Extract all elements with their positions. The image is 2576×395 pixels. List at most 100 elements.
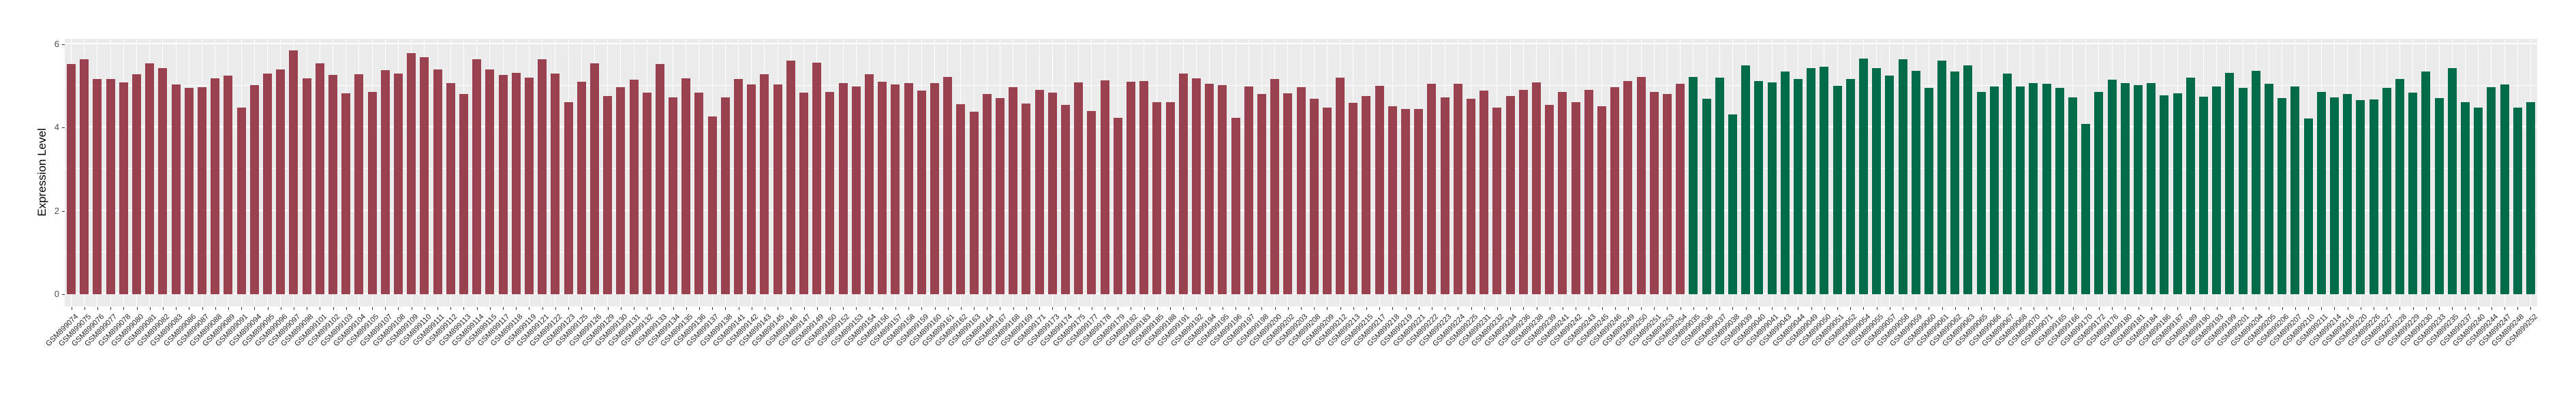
bar-GSM899152 xyxy=(838,83,848,294)
x-tick-mark xyxy=(1772,307,1773,310)
bar-GSM899035 xyxy=(1689,77,1698,294)
bar-GSM899245 xyxy=(1597,106,1606,294)
x-tick-mark xyxy=(503,307,504,310)
bar-GSM899178 xyxy=(1100,80,1109,294)
bar-GSM899240 xyxy=(2474,107,2483,294)
x-tick-mark xyxy=(1340,307,1341,310)
x-tick-mark xyxy=(2046,307,2048,310)
bar-GSM899086 xyxy=(184,88,194,294)
bar-GSM899083 xyxy=(171,84,181,294)
x-tick-mark xyxy=(686,307,687,310)
bar-GSM899166 xyxy=(2068,97,2078,294)
x-tick-mark xyxy=(1811,307,1812,310)
bar-GSM899078 xyxy=(119,82,128,294)
x-tick-mark xyxy=(2334,307,2335,310)
bar-GSM899233 xyxy=(2434,98,2444,294)
bar-GSM899221 xyxy=(1414,108,1424,294)
x-tick-mark xyxy=(542,307,543,310)
bar-GSM899044 xyxy=(1793,78,1803,294)
bar-GSM899246 xyxy=(1610,86,1620,294)
x-tick-mark xyxy=(2452,307,2453,310)
x-tick-mark xyxy=(1039,307,1041,310)
bar-GSM899104 xyxy=(354,74,364,294)
x-tick-mark xyxy=(1052,307,1054,310)
bar-GSM899037 xyxy=(1715,78,1724,294)
bar-GSM899109 xyxy=(407,52,416,294)
x-tick-mark xyxy=(2282,307,2283,310)
bar-GSM899225 xyxy=(1467,98,1476,294)
x-tick-mark xyxy=(1314,307,1315,310)
x-tick-mark xyxy=(2465,307,2466,310)
x-tick-mark xyxy=(1379,307,1381,310)
x-tick-mark xyxy=(267,307,269,310)
bar-GSM899041 xyxy=(1767,82,1777,294)
x-tick-mark xyxy=(385,307,386,310)
bar-GSM899195 xyxy=(1218,85,1227,294)
bar-GSM899143 xyxy=(760,74,769,294)
bar-GSM899247 xyxy=(2500,84,2509,294)
bar-GSM899241 xyxy=(1558,92,1567,294)
bar-GSM899202 xyxy=(1283,93,1293,294)
x-tick-mark xyxy=(1667,307,1668,310)
x-tick-mark xyxy=(2059,307,2061,310)
x-tick-mark xyxy=(816,307,818,310)
x-tick-mark xyxy=(856,307,857,310)
x-tick-mark xyxy=(476,307,478,310)
y-tick-mark xyxy=(62,44,65,45)
x-tick-mark xyxy=(162,307,164,310)
bar-GSM899198 xyxy=(1257,94,1266,294)
bar-GSM899141 xyxy=(734,79,743,294)
bar-GSM899075 xyxy=(80,59,89,294)
bar-GSM899077 xyxy=(106,79,115,294)
bar-GSM899123 xyxy=(564,102,573,294)
bar-GSM899150 xyxy=(825,91,835,294)
bar-GSM899050 xyxy=(1820,67,1829,294)
bar-GSM899107 xyxy=(380,70,390,294)
x-tick-mark xyxy=(1981,307,1982,310)
x-tick-mark xyxy=(2072,307,2074,310)
bar-GSM899186 xyxy=(2160,95,2169,294)
bar-GSM899067 xyxy=(2003,74,2012,294)
bar-GSM899096 xyxy=(276,69,286,294)
x-tick-mark xyxy=(2504,307,2505,310)
x-tick-mark xyxy=(254,307,256,310)
bar-GSM899163 xyxy=(969,111,979,294)
x-tick-mark xyxy=(1745,307,1747,310)
x-tick-mark xyxy=(1850,307,1852,310)
bar-GSM899063 xyxy=(1963,65,1973,294)
bar-GSM899101 xyxy=(315,63,324,294)
x-tick-mark xyxy=(1183,307,1184,310)
x-tick-mark xyxy=(2295,307,2296,310)
bar-GSM899237 xyxy=(2460,101,2470,294)
x-tick-mark xyxy=(1954,307,1956,310)
bar-GSM899161 xyxy=(943,76,953,294)
x-tick-mark xyxy=(974,307,975,310)
y-tick-label: 6 xyxy=(54,38,59,49)
bar-GSM899209 xyxy=(1322,107,1332,294)
bar-GSM899243 xyxy=(1584,89,1593,294)
bar-GSM899097 xyxy=(289,50,298,294)
x-tick-mark xyxy=(1627,307,1629,310)
bar-GSM899131 xyxy=(629,79,639,294)
bar-GSM899251 xyxy=(1649,92,1659,294)
bar-GSM899091 xyxy=(236,107,246,294)
x-tick-mark xyxy=(1967,307,1969,310)
x-tick-mark xyxy=(1994,307,1995,310)
x-tick-mark xyxy=(1261,307,1263,310)
x-tick-mark xyxy=(110,307,112,310)
x-tick-mark xyxy=(1327,307,1328,310)
bar-GSM899216 xyxy=(2343,94,2352,294)
x-tick-mark xyxy=(1824,307,1825,310)
bar-GSM899087 xyxy=(198,87,207,294)
x-tick-mark xyxy=(1693,307,1694,310)
bar-GSM899068 xyxy=(2016,86,2025,294)
bar-GSM899254 xyxy=(1676,83,1685,294)
bar-GSM899194 xyxy=(1205,83,1214,294)
bar-GSM899040 xyxy=(1754,81,1764,294)
x-tick-mark xyxy=(1732,307,1734,310)
x-tick-mark xyxy=(2425,307,2427,310)
bar-GSM899234 xyxy=(1505,96,1515,294)
bar-GSM899211 xyxy=(2316,92,2326,294)
bar-GSM899167 xyxy=(995,98,1005,294)
bar-GSM899217 xyxy=(1375,86,1384,294)
